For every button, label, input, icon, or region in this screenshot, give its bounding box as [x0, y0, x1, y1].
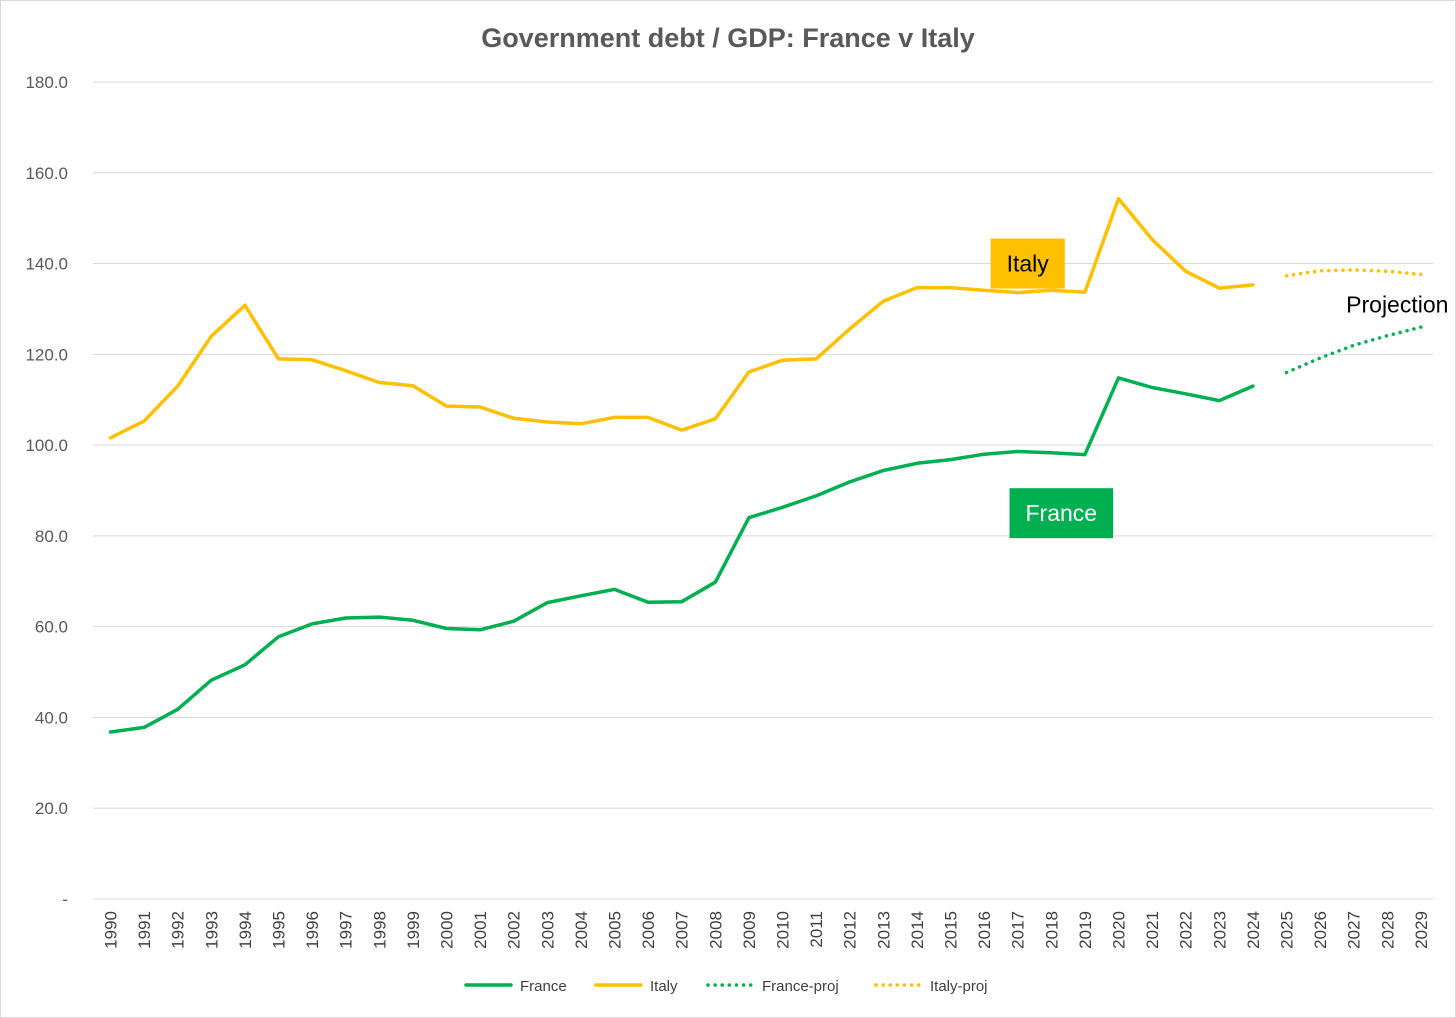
x-tick-label: 2012: [841, 911, 860, 949]
x-tick-label: 2027: [1345, 911, 1364, 949]
y-axis-ticks: - 20.0 40.0 60.0 80.0 100.0 120.0 140.0 160.0 180…: [25, 73, 68, 909]
x-tick-label: 1991: [135, 911, 154, 949]
annotation-france-label: France: [1026, 500, 1098, 526]
gridlines: [93, 81, 1433, 900]
x-tick-label: 2003: [538, 911, 557, 949]
legend-label-france: France: [520, 978, 567, 995]
y-tick-label: 180.0: [25, 73, 68, 92]
x-tick-label: 1995: [270, 911, 289, 949]
x-tick-label: 2029: [1412, 911, 1431, 949]
x-tick-label: 1990: [102, 911, 121, 949]
x-tick-label: 2011: [807, 911, 826, 948]
x-tick-label: 2015: [942, 911, 961, 949]
y-tick-label: -: [62, 890, 68, 909]
x-tick-label: 2026: [1311, 911, 1330, 949]
series-lines: [108, 196, 1423, 734]
x-tick-label: 2001: [471, 911, 490, 949]
x-tick-label: 2004: [572, 911, 591, 949]
y-tick-label: 60.0: [35, 618, 68, 637]
x-tick-label: 1998: [370, 911, 389, 949]
legend-label-italy: Italy: [650, 978, 678, 995]
x-tick-label: 2005: [606, 911, 625, 949]
series-line-italy-proj: [1284, 268, 1423, 278]
x-tick-label: 2007: [673, 911, 692, 949]
x-tick-label: 2024: [1244, 911, 1263, 949]
chart-title: Government debt / GDP: France v Italy: [481, 23, 975, 53]
y-tick-label: 160.0: [25, 164, 68, 183]
y-tick-label: 120.0: [25, 345, 68, 364]
y-tick-label: 80.0: [35, 527, 68, 546]
x-tick-label: 1994: [236, 911, 255, 949]
series-line-italy: [108, 196, 1255, 440]
annotation-projection-label: Projection: [1346, 291, 1448, 317]
legend: France Italy France-proj Italy-proj: [464, 978, 988, 995]
x-tick-label: 2010: [774, 911, 793, 949]
annotation-france-box: [1009, 488, 1114, 539]
x-tick-label: 2020: [1110, 911, 1129, 949]
legend-label-italy-proj: Italy-proj: [930, 978, 988, 995]
legend-label-france-proj: France-proj: [762, 978, 839, 995]
series-line-france-proj: [1284, 325, 1423, 375]
x-tick-label: 2014: [908, 911, 927, 949]
x-tick-label: 1993: [202, 911, 221, 949]
x-tick-label: 1996: [303, 911, 322, 949]
x-tick-label: 2022: [1177, 911, 1196, 949]
series-line-france: [108, 376, 1255, 734]
y-tick-label: 20.0: [35, 799, 68, 818]
x-tick-label: 2028: [1378, 911, 1397, 949]
x-tick-label: 2002: [505, 911, 524, 949]
x-tick-label: 2016: [975, 911, 994, 949]
y-tick-label: 100.0: [25, 436, 68, 455]
x-tick-label: 2006: [639, 911, 658, 949]
x-tick-label: 2013: [874, 911, 893, 949]
x-tick-label: 2000: [438, 911, 457, 949]
x-tick-label: 2018: [1042, 911, 1061, 949]
y-tick-label: 140.0: [25, 255, 68, 274]
x-tick-label: 2021: [1143, 911, 1162, 949]
x-tick-label: 2017: [1009, 911, 1028, 949]
x-tick-label: 2019: [1076, 911, 1095, 949]
x-tick-label: 1997: [337, 911, 356, 949]
x-tick-label: 2025: [1278, 911, 1297, 949]
x-tick-label: 2023: [1210, 911, 1229, 949]
x-axis-ticks: 1990 1991 1992 1993 1994 1995 1996 1997 1998 1999…: [102, 911, 1431, 949]
x-tick-label: 1999: [404, 911, 423, 949]
x-tick-label: 2008: [706, 911, 725, 949]
annotations: Italy France Projection: [990, 238, 1448, 539]
annotation-italy-box: [990, 238, 1065, 289]
x-tick-label: 1992: [169, 911, 188, 949]
x-tick-label: 2009: [740, 911, 759, 949]
y-tick-label: 40.0: [35, 708, 68, 727]
annotation-italy-label: Italy: [1007, 251, 1050, 277]
